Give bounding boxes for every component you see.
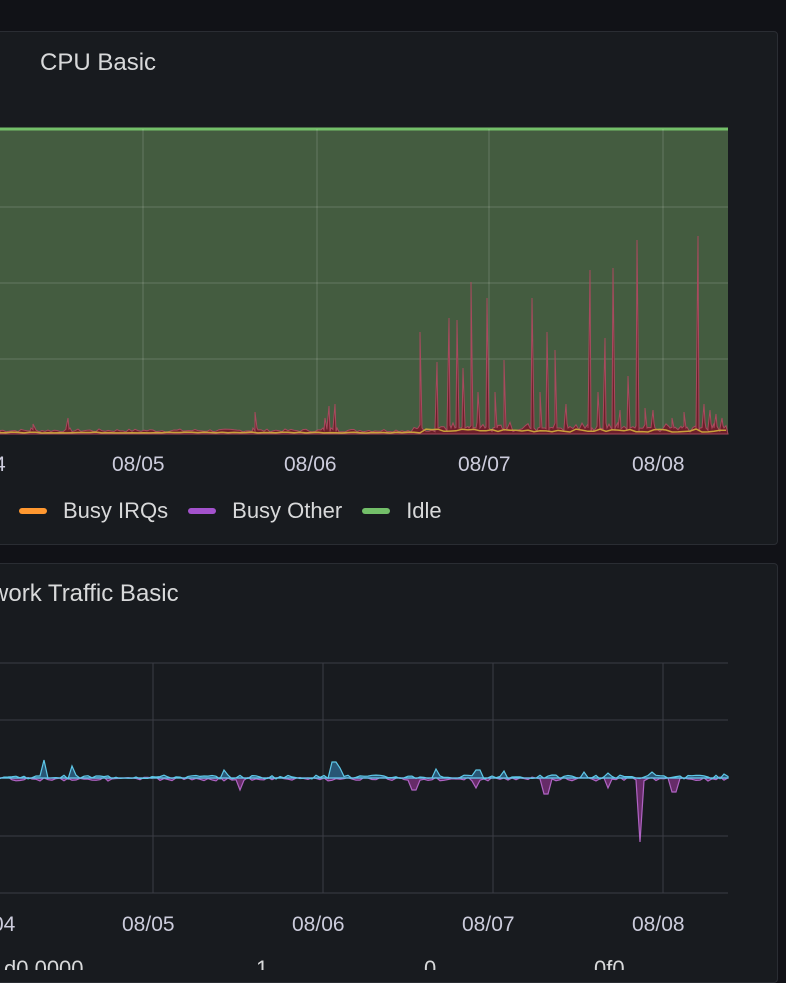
x-tick-label: 08/07 [462, 913, 515, 936]
network-x-axis: 04 08/05 08/06 08/07 08/08 [0, 913, 685, 936]
x-tick-label: 4 [0, 453, 6, 476]
cpu-grid-overlay [0, 129, 728, 434]
legend-item-idle[interactable]: Idle [362, 498, 442, 524]
legend-value: 0f0 [594, 956, 625, 970]
x-tick-label: 04 [0, 913, 16, 936]
legend-swatch [362, 508, 391, 514]
legend-value: 1 [256, 956, 269, 970]
x-tick-label: 08/08 [632, 453, 685, 476]
legend-swatch [19, 508, 47, 514]
cpu-chart[interactable]: 4 08/05 08/06 08/07 08/08 [0, 0, 786, 480]
tx-series [0, 776, 729, 843]
busy-other-area [0, 235, 729, 435]
panel-title[interactable]: CPU Basic [40, 49, 157, 76]
legend-label: Busy Other [232, 498, 343, 523]
network-traffic-panel: etwork Traffic Basic [0, 563, 778, 983]
x-tick-label: 08/08 [632, 913, 685, 936]
legend-swatch [188, 508, 217, 514]
rx-series [0, 759, 729, 781]
legend-value: 0 [424, 956, 437, 970]
x-tick-label: 08/05 [112, 453, 165, 476]
x-tick-label: 08/06 [292, 913, 345, 936]
legend-value: d0 0000 [4, 956, 84, 970]
legend-label: Busy IRQs [63, 498, 169, 523]
busy-irqs-area [0, 428, 727, 434]
x-tick-label: 08/05 [122, 913, 175, 936]
panel-title[interactable]: etwork Traffic Basic [0, 580, 179, 607]
cpu-legend: it Busy IRQs Busy Other Idle [0, 496, 462, 526]
cpu-x-axis: 4 08/05 08/06 08/07 08/08 [0, 453, 685, 476]
legend-item-busy-other[interactable]: Busy Other [188, 498, 342, 524]
idle-area [0, 129, 728, 434]
network-chart[interactable]: 04 08/05 08/06 08/07 08/08 [0, 0, 786, 940]
network-legend: d0 0000 1 0 0f0 [0, 950, 786, 970]
x-tick-label: 08/06 [284, 453, 337, 476]
x-tick-label: 08/07 [458, 453, 511, 476]
legend-label: Idle [406, 498, 442, 523]
legend-item-busy-irqs[interactable]: Busy IRQs [19, 498, 168, 524]
